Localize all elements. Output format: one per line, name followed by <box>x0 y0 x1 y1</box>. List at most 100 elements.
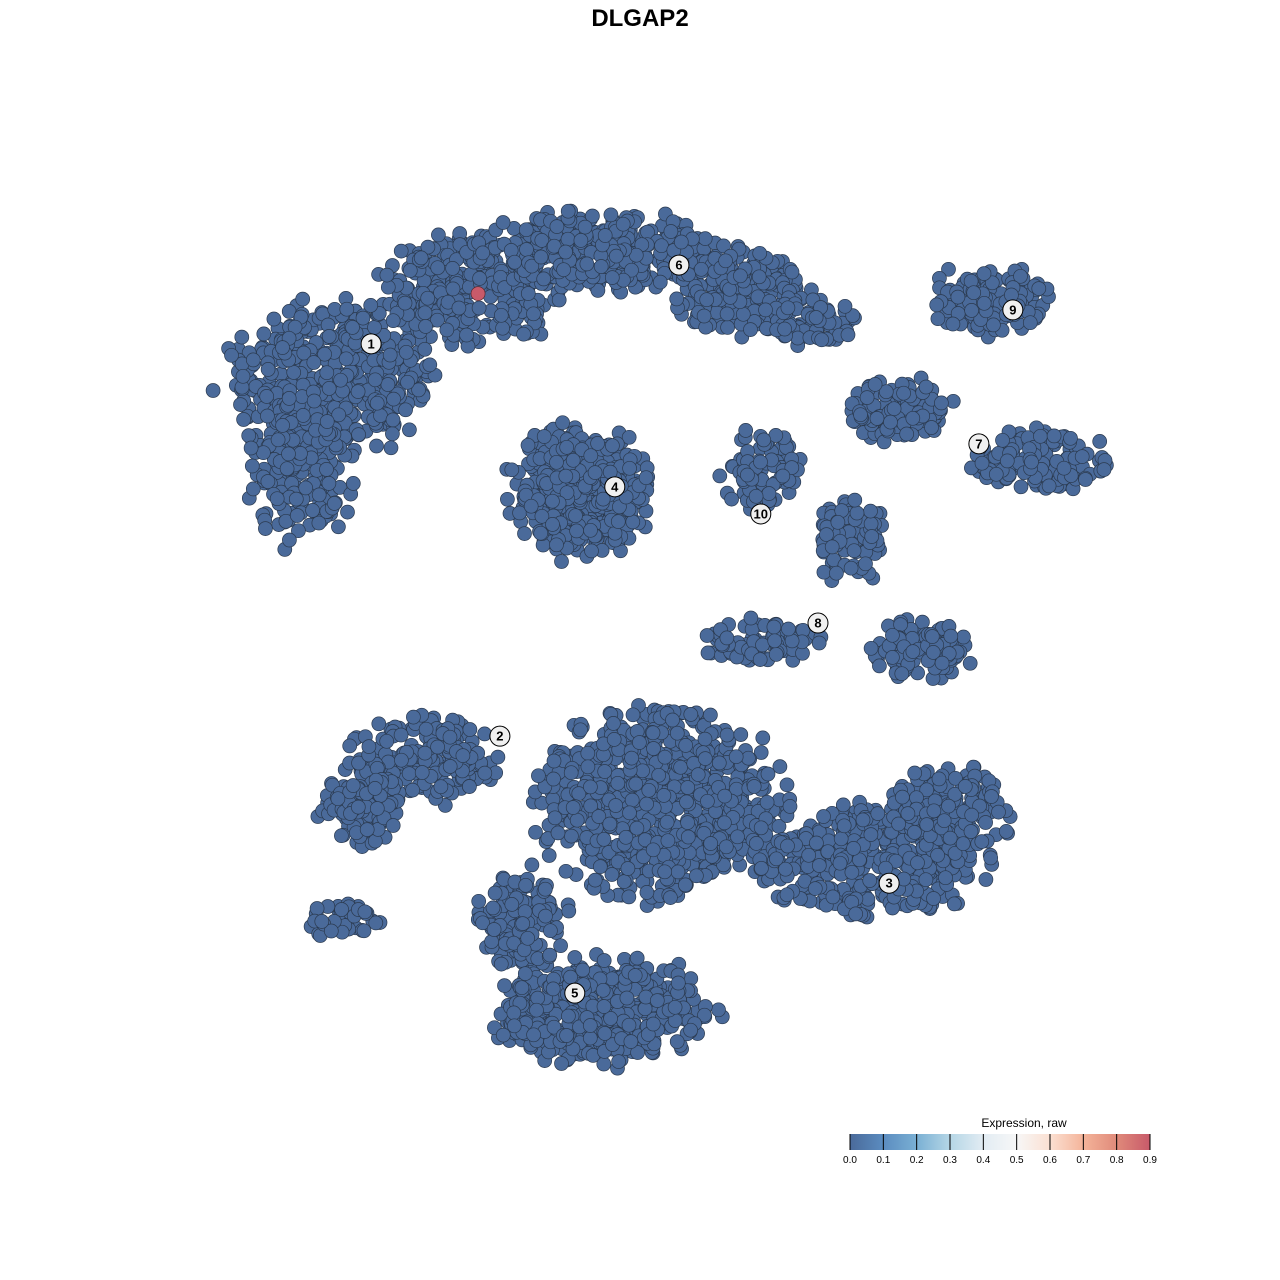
data-point <box>350 384 366 399</box>
data-point <box>319 462 334 477</box>
data-point <box>829 565 844 581</box>
data-point <box>451 300 467 316</box>
data-point <box>243 440 259 456</box>
data-point <box>493 307 509 323</box>
data-point <box>529 1002 544 1018</box>
data-point <box>999 453 1015 469</box>
data-point <box>858 556 873 572</box>
data-point <box>331 519 346 535</box>
data-point <box>962 655 978 671</box>
data-point <box>941 798 956 814</box>
data-point <box>809 835 824 851</box>
data-point <box>781 621 796 637</box>
data-point <box>926 891 941 906</box>
data-point <box>597 764 613 779</box>
data-point <box>824 539 840 555</box>
data-point <box>397 295 413 311</box>
data-point <box>369 438 384 454</box>
data-point <box>886 401 902 417</box>
data-point <box>784 264 800 280</box>
data-point <box>678 877 693 893</box>
data-point <box>288 491 304 507</box>
data-point <box>936 813 952 829</box>
data-point <box>587 465 603 480</box>
data-point <box>411 382 426 398</box>
data-point <box>645 725 661 741</box>
data-point <box>1092 434 1108 449</box>
data-point <box>604 270 620 285</box>
data-point <box>569 523 584 539</box>
data-point <box>635 763 650 779</box>
data-point <box>621 889 637 905</box>
data-point <box>380 377 396 392</box>
data-point <box>471 300 487 316</box>
data-point <box>602 816 618 832</box>
data-point <box>385 412 401 428</box>
data-point <box>863 640 879 656</box>
data-point <box>373 408 388 423</box>
data-point <box>910 855 925 871</box>
data-point <box>859 390 875 405</box>
data-point <box>832 855 848 871</box>
data-point <box>659 814 675 830</box>
data-point <box>577 219 593 235</box>
data-point <box>244 458 260 474</box>
data-point <box>245 352 261 368</box>
data-point <box>625 514 641 530</box>
data-point <box>657 749 673 765</box>
data-point <box>533 249 549 265</box>
data-point <box>753 454 768 470</box>
data-point <box>669 1034 685 1049</box>
data-point <box>632 735 647 750</box>
data-point <box>963 824 979 839</box>
data-point <box>520 286 536 301</box>
data-point <box>605 438 620 454</box>
data-point <box>679 794 694 810</box>
data-point <box>924 420 939 435</box>
data-point <box>495 1027 511 1043</box>
data-point <box>918 379 934 395</box>
data-point <box>406 709 421 725</box>
data-point <box>330 791 346 807</box>
data-point <box>1046 428 1062 444</box>
data-point <box>523 498 539 514</box>
data-point <box>622 805 637 821</box>
data-point <box>345 320 360 335</box>
data-point <box>379 267 395 283</box>
data-point <box>593 259 609 274</box>
data-point <box>620 861 636 876</box>
data-point <box>769 851 784 867</box>
data-point <box>497 978 512 993</box>
data-point <box>350 799 366 815</box>
data-point <box>369 395 385 411</box>
data-point <box>690 767 706 782</box>
data-point <box>359 822 375 837</box>
data-point <box>700 793 715 809</box>
data-point <box>459 327 474 343</box>
data-point <box>621 1017 637 1033</box>
data-point <box>266 311 282 327</box>
data-point <box>964 807 980 823</box>
data-point <box>564 828 579 844</box>
data-point <box>385 313 401 329</box>
data-point <box>863 827 879 842</box>
data-point <box>699 628 715 643</box>
data-point <box>417 305 433 321</box>
data-point <box>780 838 795 854</box>
data-point <box>1056 460 1072 476</box>
data-point <box>413 250 429 266</box>
data-point <box>398 344 414 360</box>
data-point <box>758 302 773 318</box>
data-point <box>402 422 417 438</box>
data-point <box>616 874 632 889</box>
data-point <box>327 496 342 511</box>
data-point <box>1022 315 1038 331</box>
data-point <box>966 285 982 301</box>
data-point <box>306 393 322 409</box>
data-point <box>520 437 536 453</box>
data-point <box>445 281 461 297</box>
data-point <box>393 727 409 743</box>
data-point <box>639 885 655 900</box>
data-point <box>645 842 661 858</box>
